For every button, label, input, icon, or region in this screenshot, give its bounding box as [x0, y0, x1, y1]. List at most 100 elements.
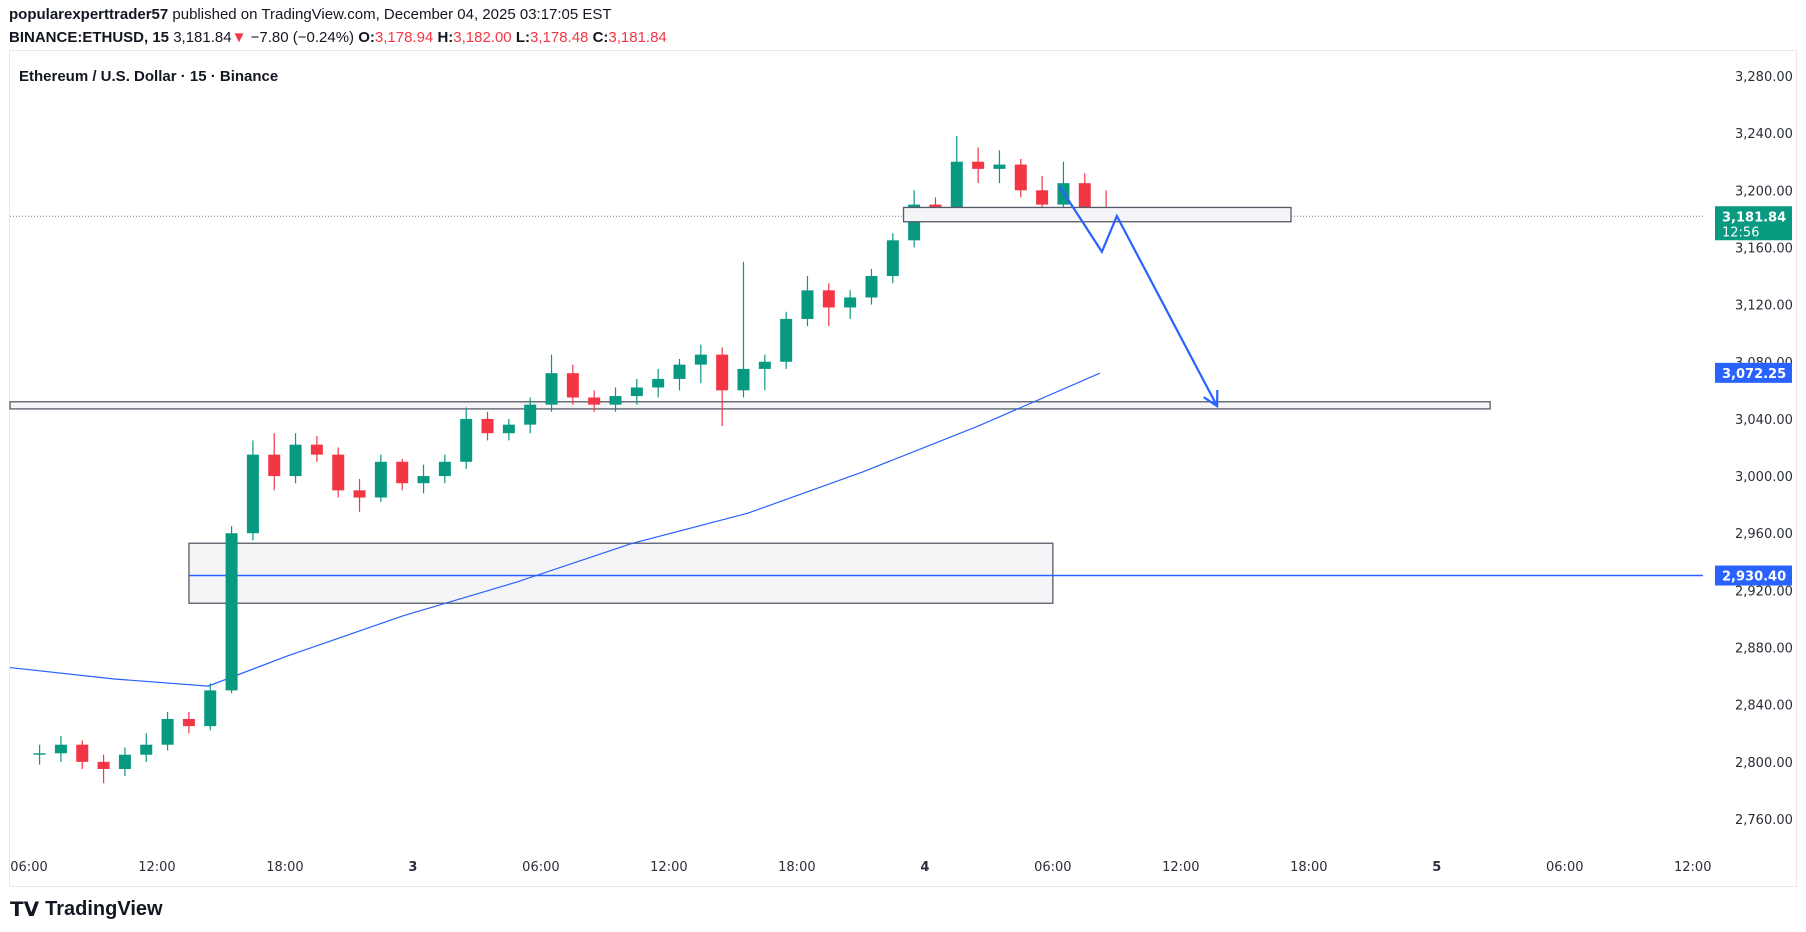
y-tick-label: 3,160.00 — [1735, 241, 1793, 256]
candle-body — [204, 690, 217, 727]
candle-body — [524, 404, 537, 425]
change: −7.80 (−0.24%) — [250, 29, 355, 46]
candle-body — [289, 444, 302, 477]
candle — [566, 364, 579, 405]
y-tick-label: 3,000.00 — [1735, 470, 1793, 485]
author[interactable]: popularexperttrader57 — [9, 6, 169, 23]
y-tick-label: 3,240.00 — [1735, 127, 1793, 142]
candle — [438, 454, 451, 484]
down-triangle-icon: ▼ — [231, 29, 247, 46]
candle — [822, 283, 835, 327]
tradingview-logo-icon: 𝗧𝗩 — [10, 899, 40, 921]
candle — [118, 747, 131, 777]
candle-body — [673, 364, 686, 379]
candle-body — [225, 533, 238, 691]
y-tick-label: 3,280.00 — [1735, 70, 1793, 85]
candle-body — [1014, 164, 1027, 191]
chart-panel[interactable] — [9, 50, 1797, 887]
candle — [694, 344, 707, 384]
candle-body — [716, 354, 729, 391]
candle — [630, 378, 643, 405]
line-price-label-bg — [1715, 565, 1792, 586]
candle — [1014, 158, 1027, 198]
candle — [161, 711, 174, 751]
candle — [225, 526, 238, 694]
candle — [1078, 173, 1091, 212]
candle-body — [545, 373, 558, 405]
support-band — [9, 401, 1491, 410]
demand-zone — [188, 542, 1054, 604]
candle — [76, 740, 89, 769]
low-value: 3,178.48 — [530, 29, 589, 46]
candle-body — [438, 461, 451, 477]
x-tick-label: 06:00 — [10, 860, 47, 875]
candle — [182, 711, 195, 734]
candle — [737, 261, 750, 398]
candle — [417, 464, 430, 494]
x-tick-label: 12:00 — [138, 860, 175, 875]
y-tick-label: 3,200.00 — [1735, 184, 1793, 199]
candle — [673, 358, 686, 391]
candle-body — [822, 290, 835, 308]
candle-body — [588, 397, 601, 405]
x-tick-label: 06:00 — [1546, 860, 1583, 875]
y-tick-label: 2,960.00 — [1735, 527, 1793, 542]
y-tick-label: 3,120.00 — [1735, 299, 1793, 314]
projection-arrow — [1058, 185, 1219, 407]
candle — [246, 440, 259, 541]
candle — [865, 268, 878, 305]
logo-text: TradingView — [45, 898, 163, 920]
candle-body — [865, 276, 878, 298]
candle — [950, 136, 963, 217]
y-tick-label: 2,800.00 — [1735, 756, 1793, 771]
candle-body — [993, 164, 1006, 169]
candle — [844, 290, 857, 319]
candle-body — [566, 373, 579, 398]
candle-body — [950, 161, 963, 212]
candle — [972, 147, 985, 184]
candle — [33, 744, 46, 765]
symbol: BINANCE:ETHUSD, 15 — [9, 29, 170, 46]
candle — [460, 407, 473, 469]
y-tick-label: 2,920.00 — [1735, 584, 1793, 599]
candle — [780, 311, 793, 369]
candle — [886, 233, 899, 284]
candle-body — [609, 396, 622, 405]
last-price-label: 3,181.84 — [1722, 210, 1786, 225]
published-text: published on TradingView.com, December 0… — [172, 6, 612, 23]
candle-body — [310, 444, 323, 455]
candle-body — [694, 354, 707, 365]
candle-body — [1036, 190, 1049, 205]
candle-body — [481, 418, 494, 434]
candle-body — [246, 454, 259, 534]
candle-body — [33, 753, 46, 755]
x-tick-label: 5 — [1432, 860, 1441, 875]
candle — [716, 347, 729, 427]
high-value: 3,182.00 — [453, 29, 512, 46]
arrow-head-icon — [1203, 390, 1219, 409]
candle-body — [652, 378, 665, 388]
candle — [502, 418, 515, 441]
candle — [54, 736, 67, 762]
candle-body — [801, 290, 814, 319]
candle-body — [844, 297, 857, 308]
candle — [204, 683, 217, 731]
candle — [652, 368, 665, 398]
candle-body — [780, 318, 793, 362]
candle-body — [54, 744, 67, 754]
candle-body — [758, 361, 771, 369]
last-price-label-countdown: 12:56 — [1722, 225, 1759, 240]
x-tick-label: 06:00 — [1034, 860, 1071, 875]
y-tick-label: 2,840.00 — [1735, 699, 1793, 714]
candle — [97, 754, 110, 784]
candle-body — [353, 490, 366, 498]
candle — [545, 354, 558, 412]
candle-body — [417, 476, 430, 484]
candle-body — [886, 240, 899, 277]
candle-body — [374, 461, 387, 498]
ema-line — [9, 372, 1101, 687]
candle-body — [161, 718, 174, 745]
open-value: 3,178.94 — [374, 29, 434, 46]
close-value: 3,181.84 — [608, 29, 667, 46]
